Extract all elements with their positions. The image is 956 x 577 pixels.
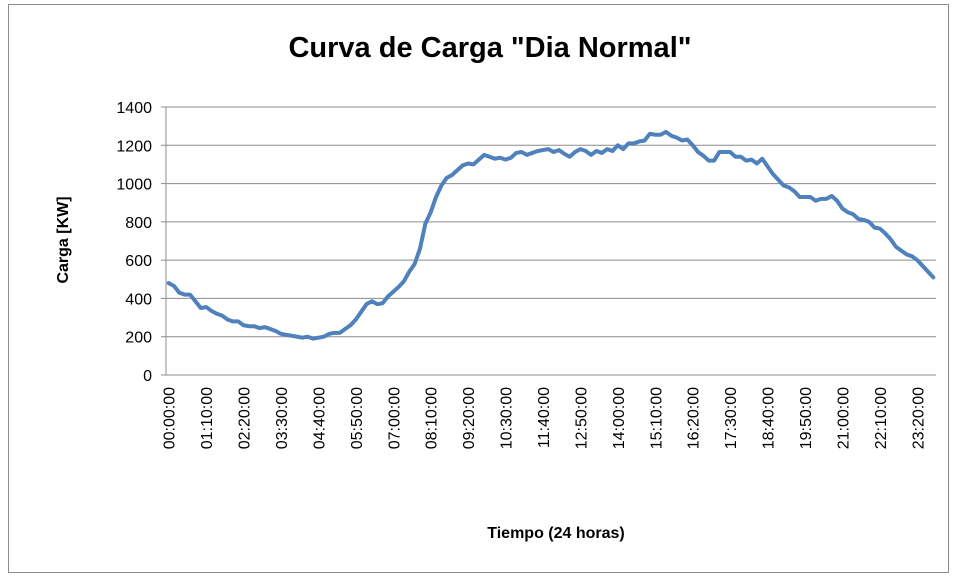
data-line (166, 129, 936, 341)
chart-border (8, 4, 949, 573)
x-tick-label: 18:40:00 (761, 387, 778, 449)
x-tick-label: 11:40:00 (536, 387, 553, 448)
y-tick-label: 600 (125, 253, 152, 270)
x-tick-label: 00:00:00 (162, 387, 179, 449)
x-tick-label: 12:50:00 (573, 387, 590, 449)
x-tick-label: 19:50:00 (798, 387, 815, 449)
x-tick-label: 04:40:00 (311, 387, 328, 449)
x-tick-label: 14:00:00 (611, 387, 628, 449)
x-tick-label: 21:00:00 (835, 387, 852, 449)
x-tick-label: 22:10:00 (873, 387, 890, 449)
x-axis-label: Tiempo (24 horas) (487, 525, 625, 542)
y-tick-label: 0 (143, 368, 152, 385)
y-tick-label: 1400 (116, 100, 152, 117)
y-tick-label: 1000 (116, 177, 152, 194)
y-tick-label: 200 (125, 330, 152, 347)
y-tick-label: 1200 (116, 138, 152, 155)
y-axis-label: Carga [KW] (55, 196, 72, 283)
x-tick-label: 10:30:00 (499, 387, 516, 449)
chart-title: Curva de Carga "Dia Normal" (288, 32, 691, 64)
x-tick-label: 16:20:00 (686, 387, 703, 449)
x-tick-label: 07:00:00 (386, 387, 403, 449)
y-tick-label: 400 (125, 291, 152, 308)
x-tick-label: 02:20:00 (237, 387, 254, 449)
x-tick-label: 05:50:00 (349, 387, 366, 449)
y-tick-label: 800 (125, 215, 152, 232)
x-tick-label: 15:10:00 (648, 387, 665, 449)
x-tick-label: 03:30:00 (274, 387, 291, 449)
x-tick-label: 17:30:00 (723, 387, 740, 449)
x-tick-label: 23:20:00 (910, 387, 927, 449)
x-tick-label: 09:20:00 (461, 387, 478, 449)
x-tick-label: 08:10:00 (424, 387, 441, 449)
x-tick-label: 01:10:00 (199, 387, 216, 449)
